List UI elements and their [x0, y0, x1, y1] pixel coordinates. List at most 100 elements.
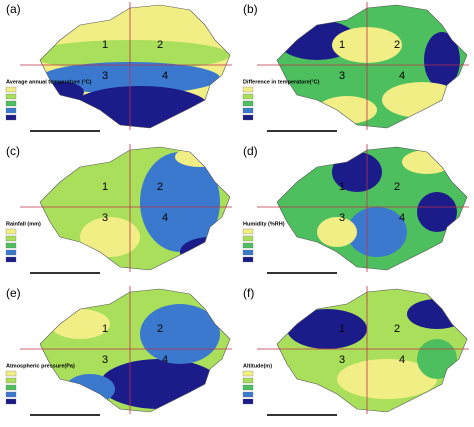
- panel-label: (b): [243, 2, 258, 16]
- scale-bar: [267, 272, 337, 274]
- legend-swatch: [242, 391, 254, 398]
- panel-label: (f): [243, 286, 254, 300]
- legend-title: Average annual temperature (°C): [6, 79, 92, 85]
- map-panel: (c) 1 2 3 4 Rainfall (mm): [5, 144, 232, 274]
- legend-title: Difference in temperature(°C): [243, 79, 320, 85]
- legend-swatch: [5, 100, 17, 107]
- panel-label: (e): [6, 286, 21, 300]
- map-outline: [39, 146, 231, 271]
- legend-swatch: [242, 377, 254, 384]
- quadrant-label: 1: [102, 323, 108, 335]
- quadrant-label: 2: [394, 323, 400, 335]
- region: [287, 309, 367, 349]
- legend-swatch: [5, 107, 17, 114]
- map-panel: (b) 1 2 3 4 Difference in temperature(°C): [242, 2, 469, 132]
- quadrant-label: 1: [102, 39, 108, 51]
- region: [100, 359, 220, 409]
- legend-swatch: [242, 384, 254, 391]
- region: [317, 96, 377, 124]
- region: [417, 192, 457, 232]
- scale-bar: [30, 414, 100, 416]
- quadrant-label: 4: [162, 354, 168, 366]
- region: [407, 299, 467, 329]
- legend-title: Humidity (%RH): [243, 221, 285, 227]
- quadrant-label: 1: [102, 181, 108, 193]
- legend-swatch: [242, 228, 254, 235]
- region: [417, 339, 457, 379]
- legend-swatch: [242, 100, 254, 107]
- legend-swatch: [242, 93, 254, 100]
- map-outline: [276, 4, 468, 129]
- scale-bar: [30, 130, 100, 132]
- legend-swatch: [242, 107, 254, 114]
- legend-swatch: [5, 235, 17, 242]
- region: [337, 359, 437, 399]
- legend-swatch: [5, 242, 17, 249]
- map-panel: (f) 1 2 3 4 Altitude(m): [242, 286, 469, 416]
- map-outline: [39, 288, 231, 413]
- map-outline: [276, 288, 468, 413]
- region: [347, 207, 407, 257]
- legend-swatch: [5, 384, 17, 391]
- legend-swatch: [242, 114, 254, 121]
- quadrant-label: 4: [162, 70, 168, 82]
- region: [180, 237, 230, 267]
- region: [175, 147, 225, 167]
- quadrant-label: 4: [162, 212, 168, 224]
- quadrant-label: 3: [102, 354, 108, 366]
- quadrant-label: 3: [102, 70, 108, 82]
- legend-swatch: [242, 86, 254, 93]
- legend-swatch: [5, 86, 17, 93]
- quadrant-label: 3: [339, 354, 345, 366]
- quadrant-label: 1: [339, 181, 345, 193]
- quadrant-label: 2: [394, 181, 400, 193]
- panel-label: (d): [243, 144, 258, 158]
- legend-swatch: [5, 228, 17, 235]
- region: [317, 217, 357, 247]
- quadrant-label: 3: [339, 212, 345, 224]
- quadrant-label: 2: [394, 39, 400, 51]
- legend-swatch: [5, 391, 17, 398]
- legend-swatch: [242, 235, 254, 242]
- legend-swatch: [242, 256, 254, 263]
- legend-swatch: [5, 370, 17, 377]
- legend-swatch: [242, 370, 254, 377]
- legend-swatch: [5, 93, 17, 100]
- legend-swatch: [5, 249, 17, 256]
- quadrant-label: 4: [399, 70, 405, 82]
- region: [80, 217, 140, 257]
- map-panel: (a) 1 2 3 4 Average annual temperature (°C): [5, 2, 232, 132]
- quadrant-label: 3: [102, 212, 108, 224]
- panel-label: (c): [6, 144, 20, 158]
- quadrant-label: 3: [339, 70, 345, 82]
- legend-swatch: [5, 256, 17, 263]
- map-regions: [40, 147, 230, 270]
- legend-swatch: [242, 398, 254, 405]
- quadrant-label: 4: [399, 354, 405, 366]
- panel-label: (a): [6, 2, 21, 16]
- legend-title: Atmospheric pressure(Pa): [6, 363, 75, 369]
- map-panel: (d) 1 2 3 4 Humidity (%RH): [242, 144, 469, 274]
- quadrant-label: 1: [339, 39, 345, 51]
- quadrant-label: 2: [157, 181, 163, 193]
- legend-title: Altitude(m): [243, 363, 272, 369]
- scale-bar: [267, 414, 337, 416]
- quadrant-label: 2: [157, 323, 163, 335]
- map-outline: [276, 146, 468, 271]
- quadrant-label: 4: [399, 212, 405, 224]
- legend-swatch: [242, 242, 254, 249]
- map-outline: [39, 4, 231, 129]
- legend-swatch: [5, 114, 17, 121]
- scale-bar: [267, 130, 337, 132]
- map-panel: (e) 1 2 3 4 Atmospheric pressure(Pa): [5, 286, 232, 416]
- region: [140, 152, 220, 252]
- region: [424, 32, 460, 88]
- legend-swatch: [5, 398, 17, 405]
- legend-swatch: [242, 249, 254, 256]
- scale-bar: [30, 272, 100, 274]
- legend-swatch: [5, 377, 17, 384]
- region: [70, 86, 210, 128]
- quadrant-label: 2: [157, 39, 163, 51]
- quadrant-label: 1: [339, 323, 345, 335]
